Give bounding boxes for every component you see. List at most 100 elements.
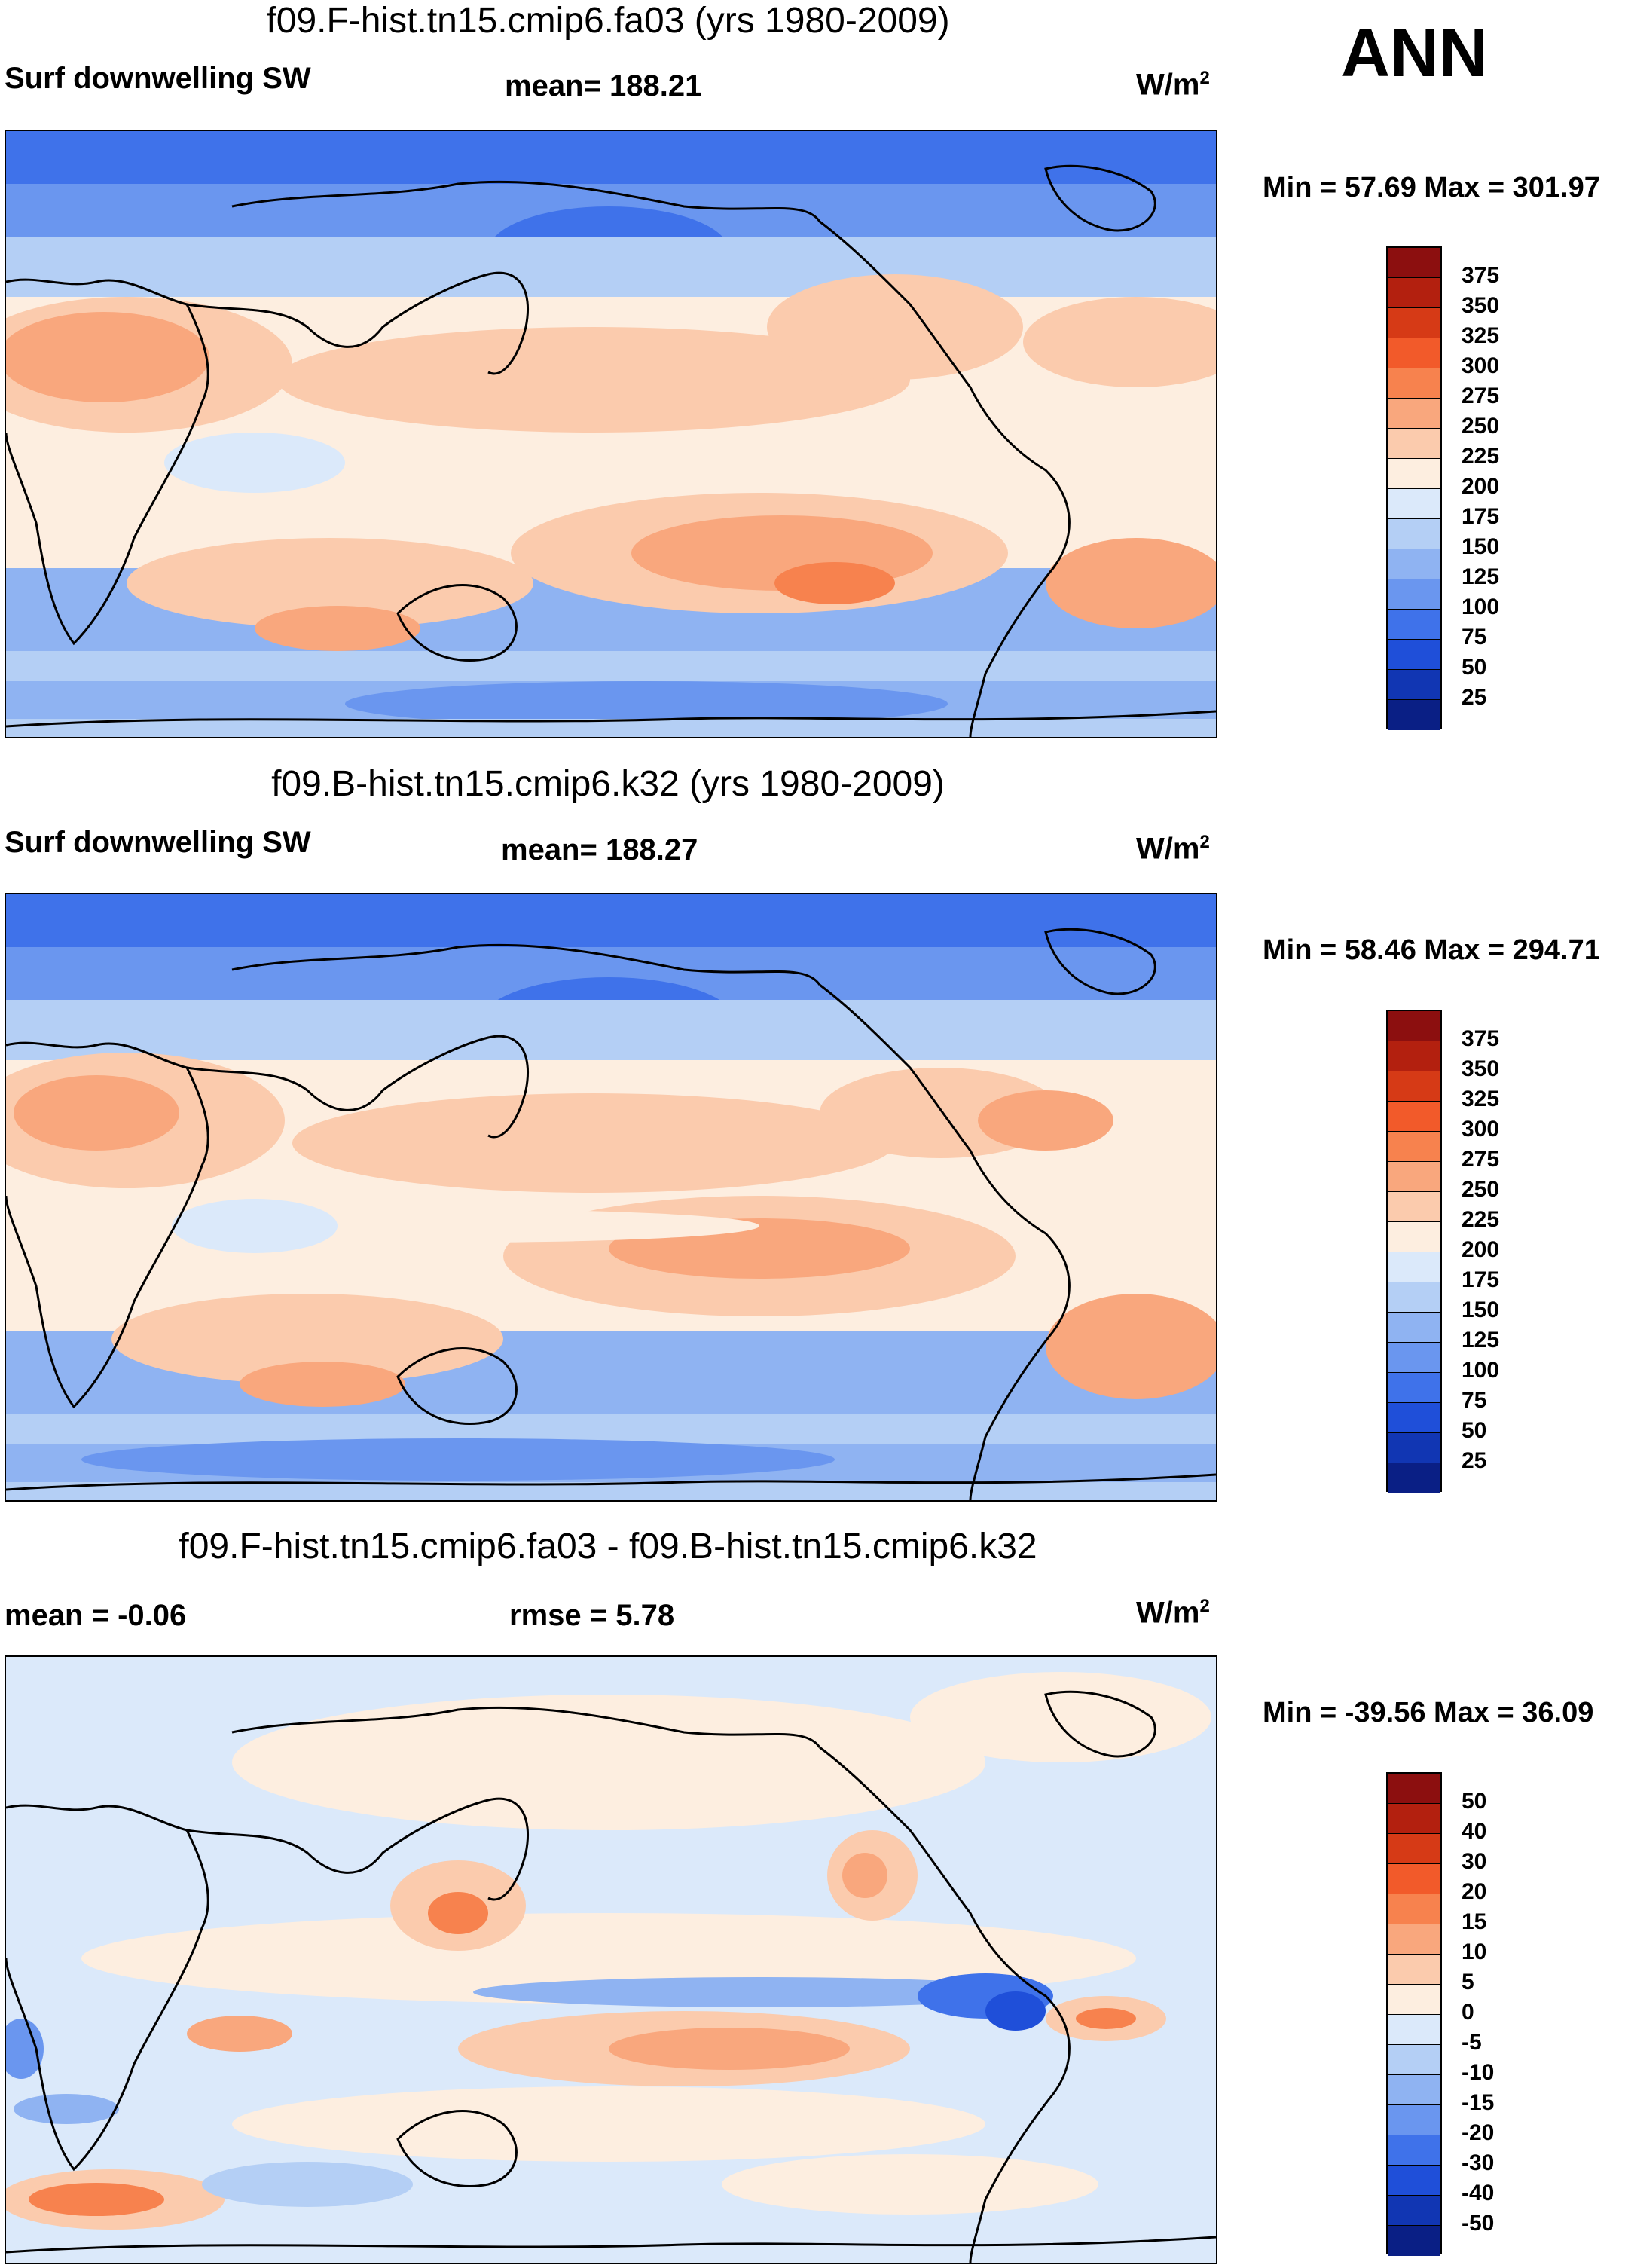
colorbar-swatch bbox=[1388, 1834, 1440, 1864]
colorbar-swatch bbox=[1388, 1924, 1440, 1955]
colorbar-swatch bbox=[1388, 278, 1440, 308]
colorbar-tick-label: 300 bbox=[1462, 1117, 1500, 1142]
panel-2-colorbar-ticks: 375 350 325 300 275 250 225 200 175 150 125 100 75 50… bbox=[1462, 1010, 1522, 1492]
colorbar-swatch bbox=[1388, 519, 1440, 549]
panel-2-mean-label: mean= 188.27 bbox=[501, 833, 698, 867]
panel-3-title: f09.F-hist.tn15.cmip6.fa03 - f09.B-hist.… bbox=[179, 1527, 1037, 1567]
season-label: ANN bbox=[1341, 16, 1488, 91]
colorbar-swatch bbox=[1388, 338, 1440, 368]
colorbar-swatch bbox=[1388, 1282, 1440, 1313]
colorbar-swatch bbox=[1388, 1343, 1440, 1373]
panel-1-minmax: Min = 57.69 Max = 301.97 bbox=[1263, 172, 1600, 203]
panel-1-map-canvas bbox=[6, 131, 1216, 737]
panel-1-mean-label: mean= 188.21 bbox=[505, 69, 702, 102]
colorbar-swatch bbox=[1388, 2015, 1440, 2045]
panel-3-colorbar bbox=[1386, 1772, 1442, 2256]
panel-3-colorbar-ticks: 50 40 30 20 15 10 5 0 -5 -10 -15 -20 -30 -40 -50 bbox=[1462, 1772, 1522, 2254]
colorbar-swatch bbox=[1388, 308, 1440, 338]
colorbar-swatch bbox=[1388, 1433, 1440, 1463]
colorbar-swatch bbox=[1388, 2105, 1440, 2135]
colorbar-tick-label: 50 bbox=[1462, 655, 1487, 680]
panel-2-variable-label: Surf downwelling SW bbox=[5, 826, 311, 859]
colorbar-swatch bbox=[1388, 459, 1440, 489]
colorbar-tick-label: 175 bbox=[1462, 1267, 1500, 1292]
colorbar-tick-label: 20 bbox=[1462, 1879, 1487, 1904]
colorbar-tick-label: 350 bbox=[1462, 293, 1500, 318]
colorbar-swatch bbox=[1388, 1774, 1440, 1804]
colorbar-swatch bbox=[1388, 2075, 1440, 2105]
colorbar-tick-label: 275 bbox=[1462, 384, 1500, 408]
colorbar-swatch bbox=[1388, 1252, 1440, 1282]
panel-1-colorbar bbox=[1386, 246, 1442, 730]
colorbar-tick-label: 375 bbox=[1462, 1026, 1500, 1051]
colorbar-tick-label: 250 bbox=[1462, 1177, 1500, 1202]
panel-3-minmax: Min = -39.56 Max = 36.09 bbox=[1263, 1697, 1594, 1729]
colorbar-tick-label: 15 bbox=[1462, 1909, 1487, 1934]
colorbar-swatch bbox=[1388, 1222, 1440, 1252]
colorbar-swatch bbox=[1388, 2135, 1440, 2166]
panel-3-mean-label: mean = -0.06 bbox=[5, 1599, 187, 1632]
colorbar-swatch bbox=[1388, 1373, 1440, 1403]
colorbar-tick-label: 50 bbox=[1462, 1418, 1487, 1443]
panel-1-title: f09.F-hist.tn15.cmip6.fa03 (yrs 1980-200… bbox=[266, 1, 950, 41]
colorbar-swatch bbox=[1388, 640, 1440, 670]
colorbar-swatch bbox=[1388, 1071, 1440, 1102]
colorbar-tick-label: 125 bbox=[1462, 564, 1500, 589]
colorbar-swatch bbox=[1388, 368, 1440, 399]
colorbar-tick-label: 100 bbox=[1462, 1358, 1500, 1383]
colorbar-tick-label: 5 bbox=[1462, 1970, 1474, 1994]
colorbar-tick-label: 250 bbox=[1462, 414, 1500, 439]
colorbar-swatch bbox=[1388, 489, 1440, 519]
colorbar-tick-label: 225 bbox=[1462, 1207, 1500, 1232]
colorbar-tick-label: 300 bbox=[1462, 353, 1500, 378]
panel-2-minmax: Min = 58.46 Max = 294.71 bbox=[1263, 934, 1600, 966]
colorbar-swatch bbox=[1388, 1403, 1440, 1433]
colorbar-swatch bbox=[1388, 1011, 1440, 1041]
colorbar-tick-label: 100 bbox=[1462, 595, 1500, 619]
colorbar-tick-label: 0 bbox=[1462, 2000, 1474, 2025]
colorbar-tick-label: 50 bbox=[1462, 1789, 1487, 1814]
colorbar-tick-label: 350 bbox=[1462, 1056, 1500, 1081]
colorbar-swatch bbox=[1388, 248, 1440, 278]
colorbar-swatch bbox=[1388, 2226, 1440, 2256]
colorbar-swatch bbox=[1388, 1463, 1440, 1493]
colorbar-swatch bbox=[1388, 1132, 1440, 1162]
panel-1-variable-label: Surf downwelling SW bbox=[5, 62, 311, 95]
colorbar-tick-label: -10 bbox=[1462, 2060, 1495, 2085]
colorbar-tick-label: 375 bbox=[1462, 263, 1500, 288]
colorbar-tick-label: 150 bbox=[1462, 1298, 1500, 1322]
panel-3-map bbox=[5, 1655, 1217, 2264]
panel-1-colorbar-ticks: 375 350 325 300 275 250 225 200 175 150 125 100 75 50… bbox=[1462, 246, 1522, 729]
colorbar-swatch bbox=[1388, 1041, 1440, 1071]
colorbar-swatch bbox=[1388, 1985, 1440, 2015]
panel-2-map bbox=[5, 893, 1217, 1502]
colorbar-tick-label: 75 bbox=[1462, 1388, 1487, 1413]
colorbar-tick-label: -40 bbox=[1462, 2181, 1495, 2205]
colorbar-swatch bbox=[1388, 1894, 1440, 1924]
panel-2-colorbar bbox=[1386, 1010, 1442, 1493]
colorbar-swatch bbox=[1388, 1955, 1440, 1985]
panel-3-map-canvas bbox=[6, 1657, 1216, 2263]
panel-1-map bbox=[5, 130, 1217, 738]
colorbar-tick-label: 75 bbox=[1462, 625, 1487, 650]
colorbar-tick-label: 200 bbox=[1462, 1237, 1500, 1262]
colorbar-tick-label: -15 bbox=[1462, 2090, 1495, 2115]
colorbar-swatch bbox=[1388, 2196, 1440, 2226]
colorbar-swatch bbox=[1388, 1313, 1440, 1343]
colorbar-swatch bbox=[1388, 429, 1440, 459]
colorbar-swatch bbox=[1388, 549, 1440, 579]
panel-3-units: W/m2 bbox=[1136, 1596, 1210, 1630]
colorbar-swatch bbox=[1388, 399, 1440, 429]
colorbar-swatch bbox=[1388, 1102, 1440, 1132]
colorbar-swatch bbox=[1388, 1864, 1440, 1894]
colorbar-tick-label: 40 bbox=[1462, 1819, 1487, 1844]
colorbar-tick-label: -50 bbox=[1462, 2211, 1495, 2236]
colorbar-tick-label: 10 bbox=[1462, 1939, 1487, 1964]
colorbar-tick-label: 200 bbox=[1462, 474, 1500, 499]
colorbar-tick-label: 150 bbox=[1462, 534, 1500, 559]
panel-3-rmse-label: rmse = 5.78 bbox=[509, 1599, 675, 1632]
colorbar-tick-label: 325 bbox=[1462, 323, 1500, 348]
colorbar-swatch bbox=[1388, 700, 1440, 730]
colorbar-tick-label: 125 bbox=[1462, 1328, 1500, 1353]
panel-2-title: f09.B-hist.tn15.cmip6.k32 (yrs 1980-2009… bbox=[271, 764, 945, 804]
